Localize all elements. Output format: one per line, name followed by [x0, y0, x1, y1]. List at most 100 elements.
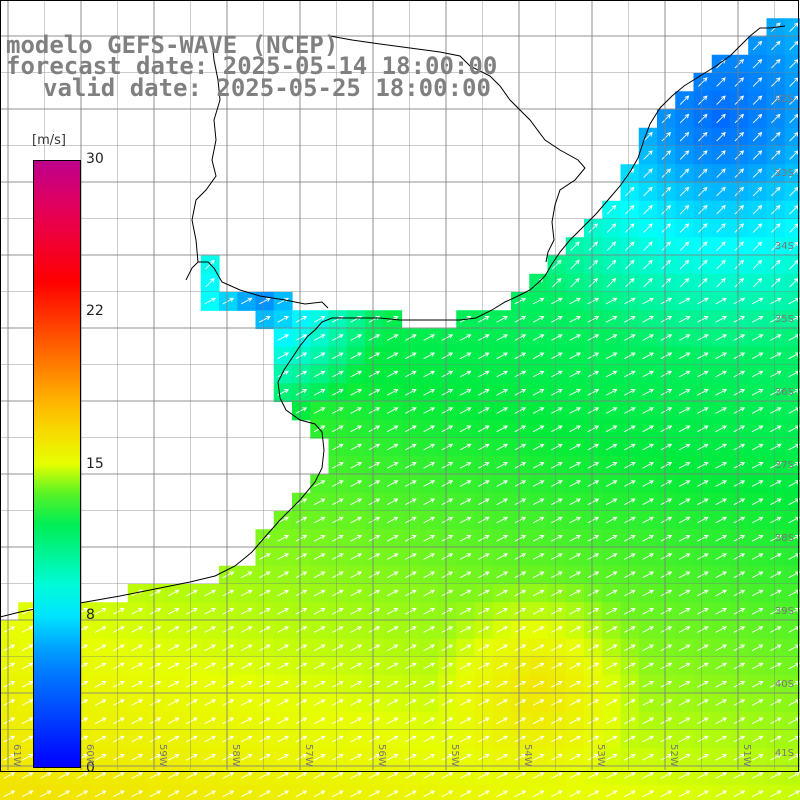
wind-arrow [405, 443, 417, 451]
wind-arrow [313, 535, 326, 542]
wind-arrow [660, 462, 673, 469]
wind-arrow [569, 425, 582, 433]
wind-cell [711, 91, 731, 111]
wind-arrow [532, 589, 545, 597]
wind-arrow [698, 131, 708, 142]
lat-label: 32S [774, 94, 794, 105]
wind-arrow [588, 223, 599, 233]
wind-arrow [405, 334, 417, 341]
wind-arrow [350, 735, 363, 743]
wind-arrow [94, 608, 107, 615]
wind-arrow [605, 735, 618, 743]
wind-arrow [423, 425, 436, 433]
wind-arrow [514, 699, 527, 706]
wind-cell [565, 237, 585, 257]
wind-arrow [624, 425, 636, 433]
wind-arrow [277, 589, 290, 597]
wind-arrow [496, 681, 509, 688]
wind-arrow [3, 699, 16, 706]
wind-arrow [697, 535, 709, 542]
wind-arrow [423, 754, 436, 761]
wind-arrow [76, 790, 89, 798]
wind-arrow [186, 735, 198, 743]
wind-arrow [514, 334, 527, 341]
wind-arrow [368, 370, 381, 378]
wind-arrow [332, 407, 344, 414]
wind-arrow [405, 626, 417, 633]
wind-arrow [733, 370, 746, 378]
wind-arrow [113, 662, 125, 670]
wind-arrow [642, 735, 655, 743]
wind-arrow [423, 589, 436, 597]
wind-arrow [624, 790, 636, 798]
wind-arrow [405, 589, 417, 597]
wind-arrow [569, 735, 582, 743]
wind-arrow [587, 462, 600, 469]
wind-arrow [496, 608, 509, 615]
wind-arrow [771, 40, 781, 51]
wind-arrow [771, 223, 781, 233]
wind-arrow [496, 462, 509, 469]
wind-arrow [259, 772, 271, 779]
wind-arrow [478, 699, 490, 706]
wind-arrow [295, 735, 308, 743]
wind-arrow [716, 113, 726, 124]
wind-arrow [625, 241, 635, 251]
wind-arrow [332, 790, 344, 798]
wind-arrow [625, 186, 635, 197]
wind-arrow [569, 316, 582, 323]
wind-arrow [350, 443, 363, 451]
wind-arrow [624, 681, 636, 688]
wind-arrow [386, 407, 399, 414]
wind-arrow [697, 790, 709, 798]
wind-cell [182, 784, 202, 800]
wind-arrow [771, 58, 781, 69]
wind-arrow [514, 626, 527, 633]
wind-arrow [313, 608, 326, 615]
wind-arrow [459, 662, 472, 670]
wind-arrow [368, 717, 381, 725]
wind-arrow [752, 241, 763, 251]
wind-arrow [587, 626, 600, 633]
wind-arrow [624, 498, 636, 506]
wind-arrow [788, 352, 800, 360]
wind-arrow [386, 735, 399, 743]
wind-arrow [423, 334, 436, 341]
wind-arrow [350, 608, 363, 615]
wind-arrow [131, 735, 144, 743]
wind-arrow [478, 644, 490, 652]
wind-arrow [222, 790, 235, 798]
wind-arrow [643, 259, 653, 270]
wind-arrow [788, 662, 800, 670]
wind-arrow [204, 717, 217, 725]
wind-cell [730, 784, 749, 800]
wind-arrow [551, 681, 563, 688]
wind-arrow [551, 498, 563, 506]
wind-arrow [678, 425, 691, 433]
wind-arrow [715, 389, 728, 396]
wind-arrow [751, 681, 764, 688]
wind-arrow [770, 498, 782, 506]
wind-arrow [642, 754, 655, 761]
wind-arrow [551, 662, 563, 670]
wind-arrow [733, 407, 746, 414]
wind-cell [638, 164, 658, 184]
wind-arrow [605, 681, 618, 688]
wind-arrow [423, 553, 436, 560]
wind-arrow [551, 297, 563, 305]
wind-arrow [313, 407, 326, 414]
colorbar-tick: 22 [86, 303, 104, 319]
wind-arrow [698, 150, 708, 160]
wind-cell [748, 127, 768, 147]
wind-arrow [496, 370, 509, 378]
wind-arrow [624, 316, 636, 323]
wind-cell [419, 784, 439, 800]
wind-arrow [496, 754, 509, 761]
wind-cell [784, 146, 800, 165]
wind-arrow [660, 699, 673, 706]
wind-arrow [441, 735, 454, 743]
wind-arrow [240, 717, 253, 725]
wind-arrow [678, 644, 691, 652]
wind-arrow [350, 681, 363, 688]
wind-arrow [441, 352, 454, 360]
